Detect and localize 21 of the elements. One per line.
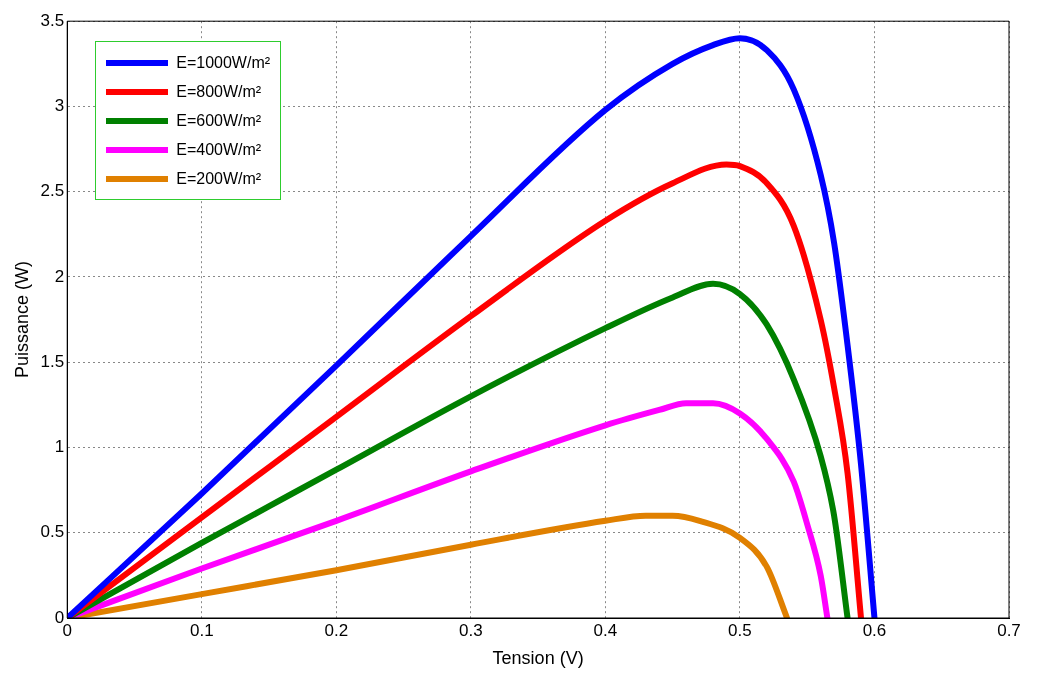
x-tick-label: 0.4 xyxy=(593,620,618,640)
legend-label: E=1000W/m² xyxy=(176,53,271,72)
y-tick-label: 3.5 xyxy=(40,10,65,30)
x-tick-label: 0.7 xyxy=(997,620,1021,640)
legend-label: E=400W/m² xyxy=(176,140,262,159)
x-tick-label: 0.1 xyxy=(189,620,214,640)
x-tick-label: 0.5 xyxy=(728,620,752,640)
legend-label: E=600W/m² xyxy=(176,111,262,130)
x-tick-label: 0.3 xyxy=(459,620,483,640)
y-tick-label: 1.5 xyxy=(40,351,65,371)
y-tick-label: 1 xyxy=(54,437,65,457)
y-tick-label: 2.5 xyxy=(40,181,65,201)
y-tick-label: 3 xyxy=(54,96,65,116)
y-tick-label: 2 xyxy=(54,266,65,286)
x-axis-title: Tension (V) xyxy=(492,648,584,669)
x-tick-label: 0.2 xyxy=(324,620,349,640)
legend-label: E=800W/m² xyxy=(176,82,262,101)
legend-label: E=200W/m² xyxy=(176,169,262,188)
y-axis-title: Puissance (W) xyxy=(11,261,32,379)
x-tick-label: 0.6 xyxy=(862,620,887,640)
y-tick-label: 0.5 xyxy=(40,522,65,542)
